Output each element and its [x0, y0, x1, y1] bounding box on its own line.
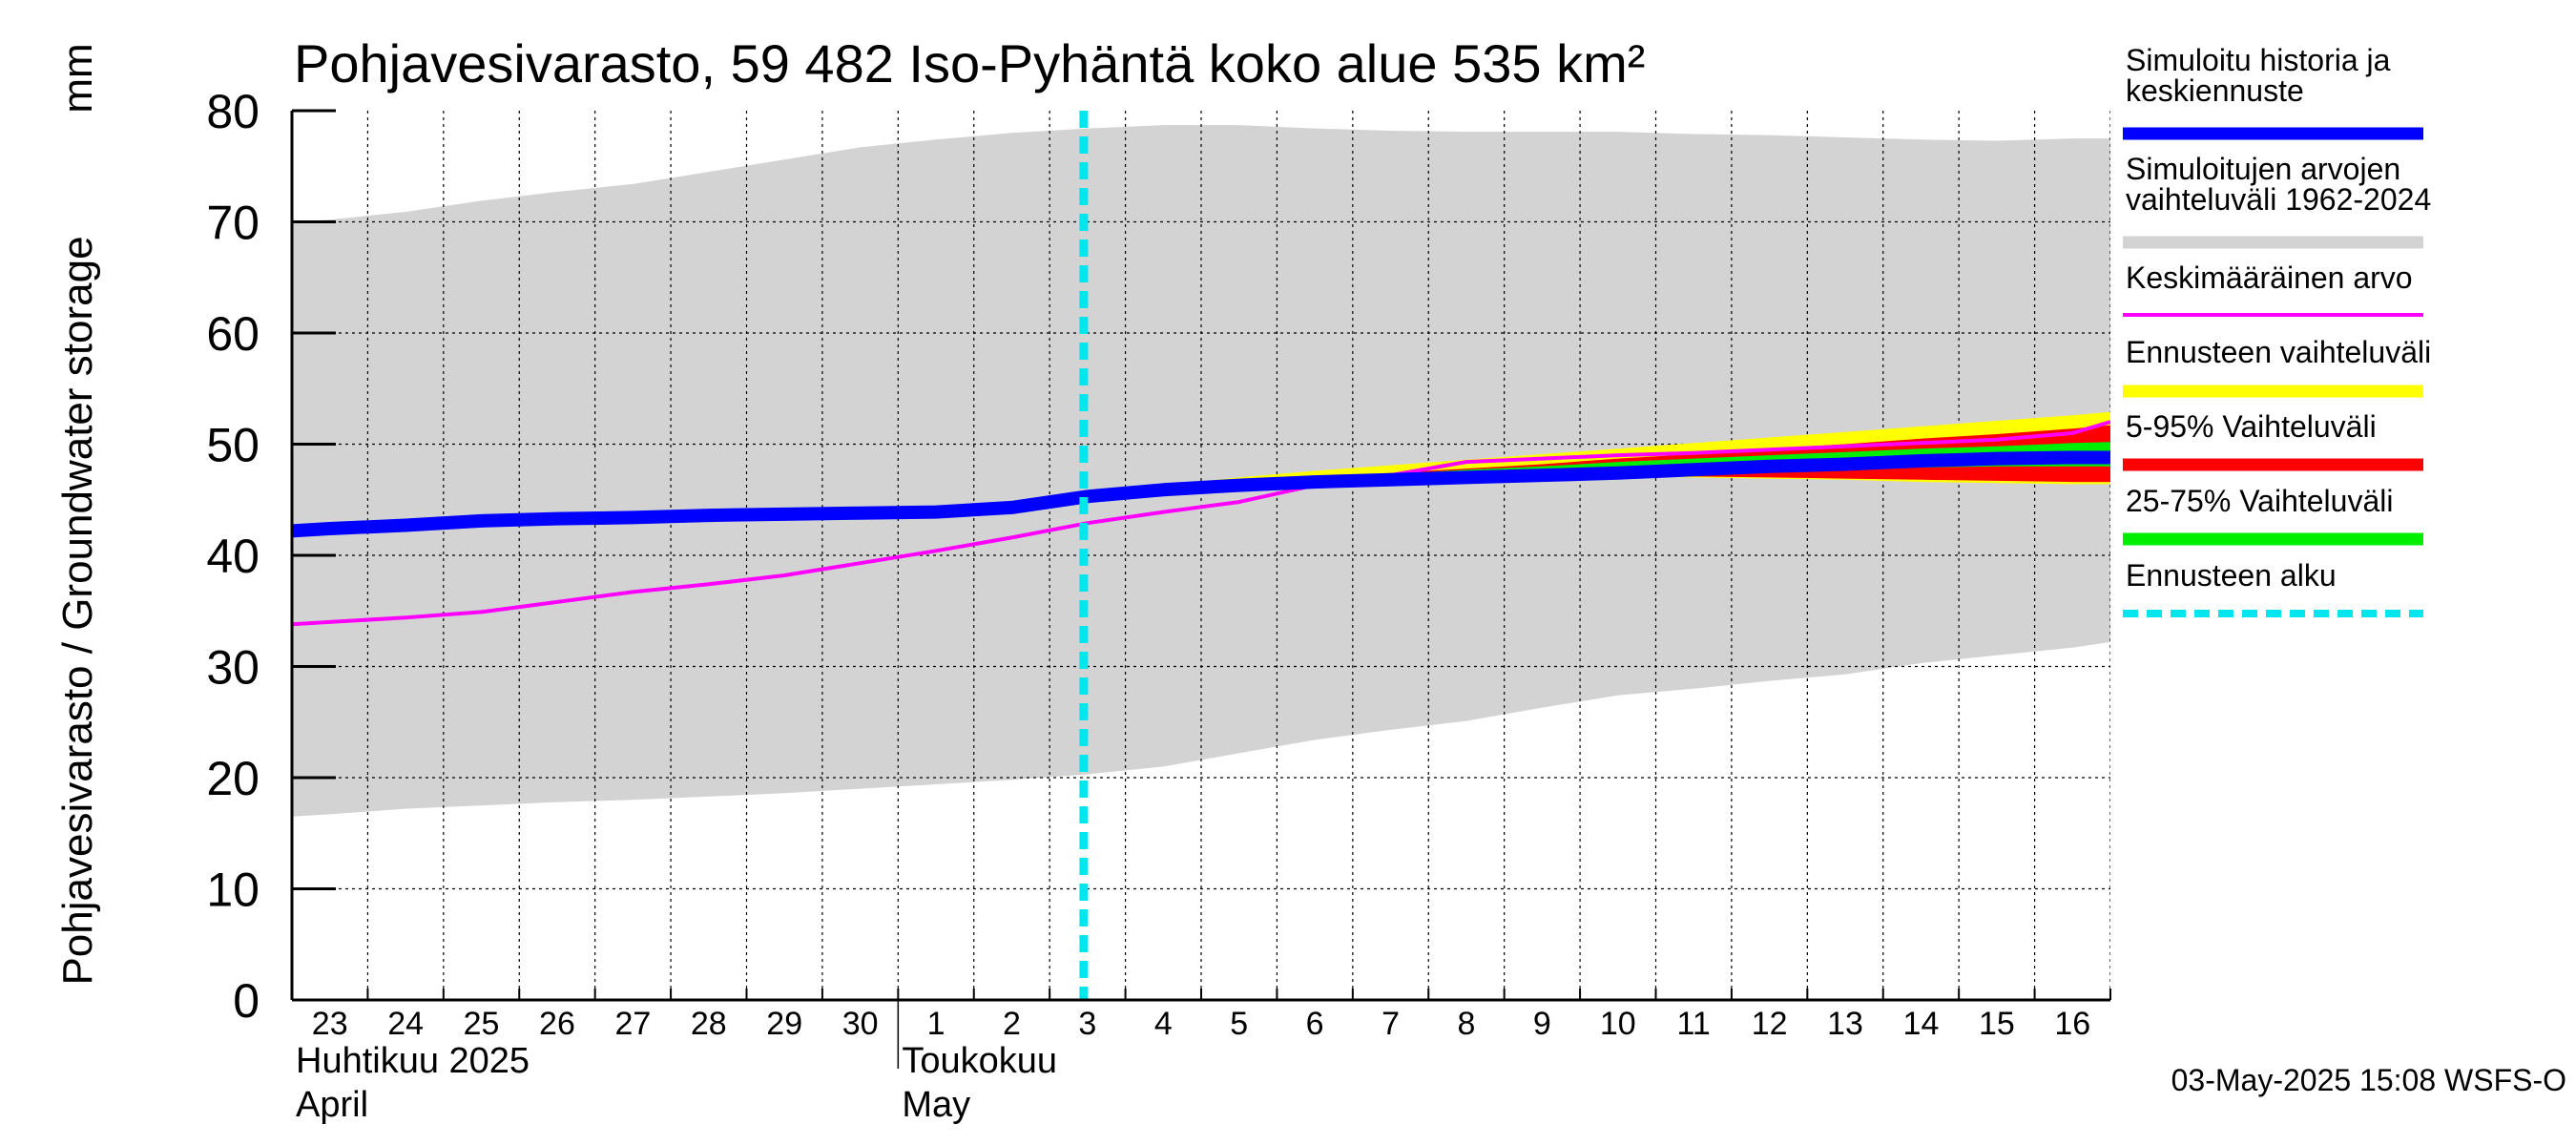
- month-label: May: [902, 1085, 970, 1125]
- legend-item: 25-75% Vaihteluväli: [2123, 484, 2423, 546]
- x-tick-label: 3: [1078, 1006, 1096, 1042]
- line-simulated-history: [292, 450, 2110, 538]
- x-tick-label: 5: [1230, 1006, 1248, 1042]
- x-tick-label: 16: [2054, 1006, 2090, 1042]
- x-tick-label: 6: [1306, 1006, 1324, 1042]
- x-tick-label: 12: [1752, 1006, 1788, 1042]
- y-axis-label: Pohjavesivarasto / Groundwater storage: [54, 236, 101, 985]
- x-tick-label: 28: [691, 1006, 727, 1042]
- x-tick-label: 15: [1979, 1006, 2015, 1042]
- legend: Simuloitu historia jakeskiennusteSimuloi…: [2123, 43, 2431, 617]
- x-tick-label: 4: [1154, 1006, 1173, 1042]
- legend-item: 5-95% Vaihteluväli: [2123, 409, 2423, 471]
- x-tick-label: 2: [1003, 1006, 1021, 1042]
- y-tick-label: 10: [206, 864, 260, 917]
- y-tick-label: 20: [206, 752, 260, 805]
- legend-label: Ennusteen alku: [2126, 558, 2337, 593]
- legend-label: 5-95% Vaihteluväli: [2126, 409, 2377, 444]
- legend-item: Ennusteen alku: [2123, 558, 2423, 617]
- y-tick-label: 60: [206, 307, 260, 361]
- x-tick-label: 8: [1457, 1006, 1475, 1042]
- x-tick-label: 25: [464, 1006, 500, 1042]
- month-label: Toukokuu: [902, 1041, 1057, 1081]
- x-tick-label: 11: [1677, 1006, 1711, 1042]
- y-tick-label: 70: [206, 197, 260, 250]
- month-label: April: [296, 1085, 368, 1125]
- y-axis-unit: mm: [54, 43, 101, 113]
- y-tick-label: 40: [206, 530, 260, 583]
- timestamp-footer: 03-May-2025 15:08 WSFS-O: [2171, 1063, 2566, 1097]
- legend-item: Ennusteen vaihteluväli: [2123, 335, 2431, 398]
- plot-content: [292, 111, 2110, 1000]
- x-tick-label: 1: [927, 1006, 945, 1042]
- legend-label: Simuloitu historia ja: [2126, 43, 2391, 77]
- x-tick-label: 23: [312, 1006, 348, 1042]
- x-tick-label: 14: [1903, 1006, 1940, 1042]
- legend-label: Simuloitujen arvojen: [2126, 152, 2400, 186]
- x-tick-label: 30: [842, 1006, 879, 1042]
- x-tick-label: 13: [1827, 1006, 1863, 1042]
- x-tick-label: 29: [766, 1006, 802, 1042]
- legend-label: 25-75% Vaihteluväli: [2126, 484, 2393, 518]
- chart-title: Pohjavesivarasto, 59 482 Iso-Pyhäntä kok…: [294, 33, 1645, 94]
- month-label: Huhtikuu 2025: [296, 1041, 530, 1081]
- x-tick-label: 24: [387, 1006, 424, 1042]
- y-tick-label: 50: [206, 419, 260, 472]
- y-tick-label: 80: [206, 85, 260, 138]
- legend-label: Ennusteen vaihteluväli: [2126, 335, 2431, 369]
- x-tick-label: 7: [1381, 1006, 1400, 1042]
- x-tick-label: 26: [539, 1006, 575, 1042]
- legend-item: Keskimääräinen arvo: [2123, 260, 2423, 317]
- legend-label: vaihteluväli 1962-2024: [2126, 182, 2431, 217]
- line-mean-value: [292, 420, 2110, 627]
- x-tick-label: 27: [614, 1006, 651, 1042]
- x-tick-label: 10: [1600, 1006, 1636, 1042]
- plot-area: [292, 111, 2110, 1000]
- y-tick-label: 30: [206, 641, 260, 695]
- legend-label: Keskimääräinen arvo: [2126, 260, 2413, 295]
- legend-label: keskiennuste: [2126, 73, 2304, 108]
- x-tick-label: 9: [1533, 1006, 1551, 1042]
- y-tick-label: 0: [233, 974, 260, 1028]
